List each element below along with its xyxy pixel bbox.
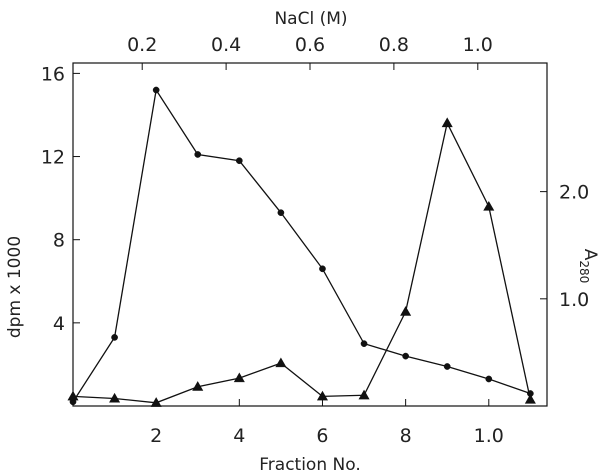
circle-data-point (277, 209, 285, 217)
y-tick-label: 4 (53, 313, 65, 335)
right-y-axis-title-subscript: 280 (577, 260, 591, 283)
x-axis-title: Fraction No. (259, 455, 361, 475)
circle-data-point (360, 340, 368, 347)
triangle-data-point (483, 201, 495, 211)
triangle-data-point (233, 372, 245, 383)
triangle-data-point (109, 392, 121, 403)
y-tick-label: 8 (53, 230, 65, 252)
right-y-axis-title-main: A (580, 249, 599, 261)
triangle-data-point (441, 117, 453, 128)
y-tick-label: 12 (41, 147, 65, 169)
triangle-data-point (358, 389, 370, 400)
right-y-axis-title: A280 (577, 249, 599, 284)
circle-data-point (111, 334, 118, 341)
triangle-data-point (524, 393, 536, 404)
circle-data-point (443, 363, 451, 370)
right-y-tick-label: 1.0 (559, 289, 589, 311)
top-x-tick-label: 0.4 (211, 34, 241, 56)
triangle-data-point (400, 306, 412, 316)
triangle-data-point (192, 381, 204, 391)
x-tick-label: 1.0 (474, 425, 504, 447)
y-axis-title: dpm x 1000 (5, 236, 25, 338)
circle-data-point (319, 265, 326, 273)
y-tick-label: 16 (41, 63, 65, 85)
x-tick-label: 2 (150, 425, 162, 447)
top-x-tick-label: 1.0 (463, 34, 493, 56)
circle-data-point (235, 157, 243, 165)
circle-data-point (402, 352, 409, 360)
triangle-data-point (316, 390, 328, 401)
circle-data-point (152, 86, 160, 94)
circle-data-point (194, 151, 202, 158)
top-x-axis-title: NaCl (M) (274, 9, 347, 29)
top-x-tick-label: 0.2 (127, 34, 157, 56)
triangle-data-point (67, 390, 79, 401)
circle-data-point (485, 375, 493, 383)
top-x-tick-label: 0.8 (379, 34, 409, 56)
circle-series-line (72, 88, 531, 403)
right-y-tick-label: 2.0 (559, 182, 589, 204)
triangle-data-point (275, 357, 287, 368)
triangle-series-line (72, 121, 532, 404)
x-tick-label: 8 (400, 425, 412, 447)
triangle-data-point (150, 397, 162, 407)
plot-frame (72, 62, 548, 407)
top-x-tick-label: 0.6 (295, 34, 325, 56)
x-tick-label: 4 (233, 425, 245, 447)
x-tick-label: 6 (316, 425, 328, 447)
